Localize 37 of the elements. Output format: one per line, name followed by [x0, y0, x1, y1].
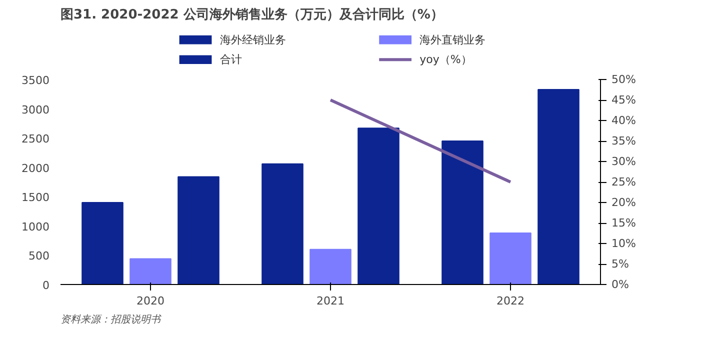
- y-tick-label: 3500: [22, 74, 50, 87]
- bar: [490, 232, 532, 284]
- y2-tick-label: 35%: [612, 134, 636, 148]
- chart-title: 图31. 2020-2022 公司海外销售业务（万元）及合计同比（%）: [60, 6, 444, 22]
- y-tick-label: 500: [28, 250, 50, 263]
- bar: [130, 258, 172, 284]
- x-tick-label: 2020: [136, 294, 165, 308]
- y2-tick-label: 15%: [612, 216, 636, 230]
- y-tick-label: 1000: [22, 220, 50, 234]
- y2-tick-label: 30%: [612, 155, 636, 168]
- y-tick-label: 2500: [22, 132, 50, 146]
- x-tick-label: 2021: [316, 294, 345, 308]
- y2-tick-label: 10%: [612, 237, 636, 250]
- y-tick-label: 2000: [22, 162, 50, 175]
- y2-tick-label: 50%: [612, 73, 636, 86]
- y-tick-label: 3000: [22, 103, 50, 116]
- y2-tick-label: 25%: [612, 176, 636, 188]
- y2-tick-label: 40%: [612, 114, 636, 127]
- bar: [178, 176, 220, 284]
- legend-label: 海外直销业务: [420, 33, 486, 46]
- y2-tick-label: 45%: [612, 94, 636, 106]
- x-tick-label: 2022: [496, 294, 525, 308]
- bar: [262, 163, 304, 284]
- bar: [442, 140, 484, 284]
- bar: [310, 248, 352, 284]
- y2-tick-label: 20%: [612, 196, 636, 209]
- y-tick-label: 0: [42, 279, 50, 292]
- y-tick-label: 1500: [22, 191, 50, 204]
- bar: [358, 128, 400, 284]
- legend-label: 合计: [220, 53, 242, 66]
- bar: [538, 88, 580, 284]
- y2-tick-label: 0%: [612, 278, 629, 291]
- legend-label: 海外经销业务: [220, 33, 286, 46]
- text: 资料来源：招股说明书: [60, 314, 162, 326]
- y2-tick-label: 5%: [612, 258, 629, 270]
- bar: [82, 202, 124, 284]
- legend-label: yoy（%）: [420, 53, 472, 66]
